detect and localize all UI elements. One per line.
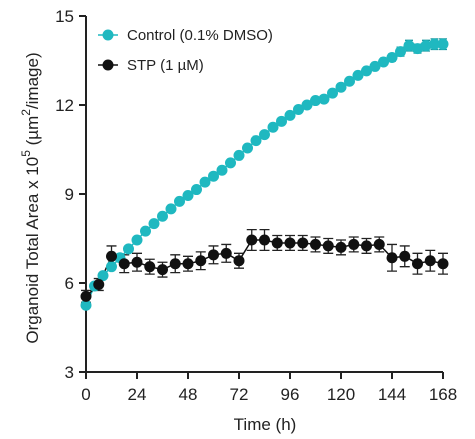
data-point	[348, 238, 360, 250]
y-tick-label: 9	[65, 185, 74, 204]
data-point	[80, 299, 92, 311]
data-point	[165, 203, 177, 215]
x-tick-label: 24	[128, 385, 147, 404]
legend-marker	[102, 29, 114, 41]
data-point	[106, 261, 117, 273]
data-point	[271, 237, 283, 249]
x-tick-label: 0	[81, 385, 90, 404]
data-point	[335, 241, 347, 253]
data-point	[195, 255, 207, 267]
data-point	[144, 261, 156, 273]
data-point	[220, 247, 232, 259]
data-point	[352, 69, 364, 81]
data-point	[310, 238, 321, 250]
data-point	[233, 255, 245, 267]
y-axis-label-unit-prefix: (µm	[23, 116, 42, 150]
data-point	[97, 270, 109, 282]
data-point	[118, 258, 130, 270]
series-points	[80, 38, 449, 311]
data-point	[297, 237, 309, 249]
data-point	[259, 234, 270, 246]
x-tick-label: 144	[378, 385, 406, 404]
y-axis-label-unit-exponent: 2	[19, 109, 33, 116]
y-axis-label-unit-suffix: /image)	[23, 52, 42, 109]
y-axis-label: Organoid Total Area x 105 (µm2/image)	[19, 52, 42, 343]
x-tick-label: 168	[429, 385, 457, 404]
data-point	[148, 218, 160, 230]
y-tick-label: 15	[55, 7, 74, 26]
data-point	[284, 109, 296, 121]
data-point	[293, 103, 304, 115]
data-point	[301, 99, 313, 111]
data-point	[284, 237, 296, 249]
data-point	[399, 250, 411, 262]
data-point	[208, 249, 219, 261]
y-axis-label-main: Organoid Total Area x 10	[23, 157, 42, 344]
legend: Control (0.1% DMSO) STP (1 µM)	[98, 27, 273, 74]
data-point	[199, 176, 211, 188]
data-point	[420, 40, 432, 52]
data-point	[369, 60, 381, 72]
data-point	[322, 240, 334, 252]
x-tick-label: 72	[230, 385, 249, 404]
data-point	[327, 87, 338, 99]
data-point	[174, 195, 185, 207]
legend-label: STP (1 µM)	[127, 57, 204, 74]
axes: 3 6 9 12 15 0 24 48 72 96 120 144 168	[55, 7, 457, 404]
data-point	[208, 170, 219, 182]
data-point	[131, 256, 143, 268]
x-axis-title: Time (h)	[234, 415, 297, 434]
data-point	[429, 38, 440, 50]
data-point	[123, 243, 134, 255]
data-point	[361, 65, 372, 77]
data-point	[233, 149, 245, 161]
data-point	[412, 258, 423, 270]
data-point	[93, 278, 105, 290]
data-point	[140, 225, 151, 237]
data-point	[373, 238, 385, 250]
data-point	[246, 234, 258, 246]
data-point	[395, 46, 406, 58]
x-tick-label: 96	[281, 385, 300, 404]
data-point	[437, 258, 449, 270]
legend-marker	[102, 59, 114, 71]
data-point	[182, 189, 194, 201]
data-point	[106, 250, 117, 262]
y-tick-label: 12	[55, 96, 74, 115]
data-point	[386, 52, 398, 64]
data-point	[424, 255, 436, 267]
data-point	[310, 95, 321, 107]
data-point	[157, 210, 168, 222]
data-point	[242, 142, 253, 154]
y-axis-label-exponent: 5	[19, 150, 33, 157]
data-point	[412, 43, 423, 55]
data-point	[182, 258, 194, 270]
data-point	[344, 75, 355, 87]
data-point	[169, 258, 181, 270]
data-point	[318, 93, 330, 105]
data-point	[216, 164, 228, 176]
y-tick-label: 3	[65, 363, 74, 382]
data-point	[225, 157, 236, 169]
data-point	[386, 252, 398, 264]
data-point	[403, 40, 415, 52]
data-point	[437, 38, 449, 50]
data-point	[335, 81, 347, 93]
data-point	[378, 56, 389, 68]
data-point	[361, 240, 372, 252]
data-point	[267, 121, 279, 133]
data-point	[191, 184, 202, 196]
x-tick-label: 120	[327, 385, 355, 404]
data-point	[157, 264, 168, 276]
data-point	[80, 290, 92, 302]
x-tick-label: 48	[179, 385, 198, 404]
data-point	[259, 129, 270, 141]
y-axis-title: Organoid Total Area x 105 (µm2/image)	[19, 52, 42, 343]
legend-label: Control (0.1% DMSO)	[127, 27, 273, 44]
data-point	[276, 115, 287, 127]
data-point	[250, 135, 262, 147]
data-point	[131, 234, 143, 246]
y-tick-label: 6	[65, 274, 74, 293]
